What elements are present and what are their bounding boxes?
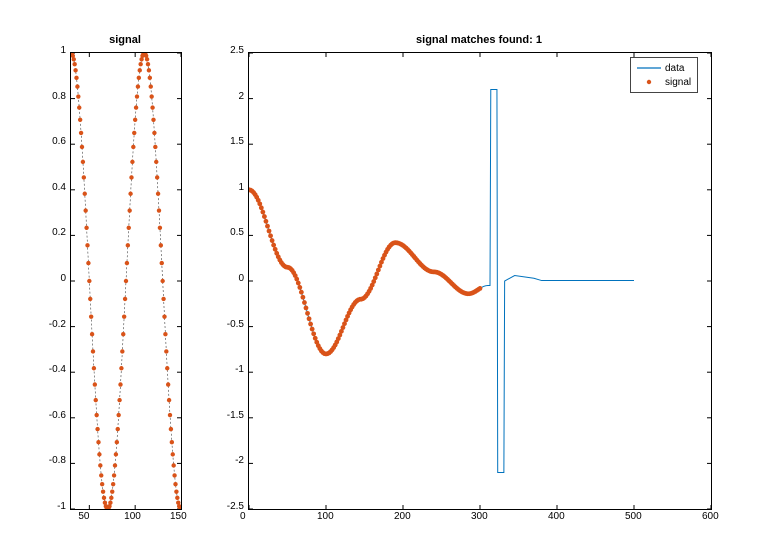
ytick-label: -1: [235, 364, 244, 375]
ytick-label: -1: [57, 501, 66, 512]
xtick-label: 600: [702, 511, 719, 522]
ytick-label: 0.5: [230, 227, 244, 238]
ytick-label: 2.5: [230, 45, 244, 56]
xtick-label: 0: [240, 511, 246, 522]
ytick-label: 1: [60, 45, 66, 56]
right-title: signal matches found: 1: [248, 34, 710, 46]
ytick-label: -0.2: [49, 319, 66, 330]
ytick-label: 2: [238, 91, 244, 102]
xtick-label: 500: [625, 511, 642, 522]
ytick-label: -0.4: [49, 364, 66, 375]
legend-row: signal: [637, 75, 691, 89]
xtick-label: 300: [471, 511, 488, 522]
xtick-label: 100: [317, 511, 334, 522]
xtick-label: 200: [394, 511, 411, 522]
left-title: signal: [70, 34, 180, 46]
ytick-label: 1.5: [230, 136, 244, 147]
ytick-label: 0.8: [52, 91, 66, 102]
ytick-label: 0.4: [52, 182, 66, 193]
xtick-label: 50: [78, 511, 89, 522]
left-axes: [70, 52, 182, 510]
ytick-label: -2: [235, 455, 244, 466]
ytick-label: -1.5: [227, 410, 244, 421]
figure: signal -1-0.8-0.6-0.4-0.200.20.40.60.81 …: [0, 0, 770, 550]
right-axes: [248, 52, 712, 510]
right-plot: [249, 53, 711, 509]
legend-label: signal: [665, 77, 691, 88]
legend-label: data: [665, 63, 684, 74]
ytick-label: 0: [238, 273, 244, 284]
ytick-label: 1: [238, 182, 244, 193]
ytick-label: 0: [60, 273, 66, 284]
ytick-label: -0.8: [49, 455, 66, 466]
ytick-label: 0.2: [52, 227, 66, 238]
legend-swatch: [637, 63, 661, 73]
xtick-label: 400: [548, 511, 565, 522]
legend-swatch: [637, 77, 661, 87]
ytick-label: -0.5: [227, 319, 244, 330]
legend: data signal: [630, 57, 698, 93]
left-plot: [71, 53, 181, 509]
legend-row: data: [637, 61, 691, 75]
xtick-label: 150: [170, 511, 187, 522]
xtick-label: 100: [124, 511, 141, 522]
ytick-label: 0.6: [52, 136, 66, 147]
ytick-label: -0.6: [49, 410, 66, 421]
